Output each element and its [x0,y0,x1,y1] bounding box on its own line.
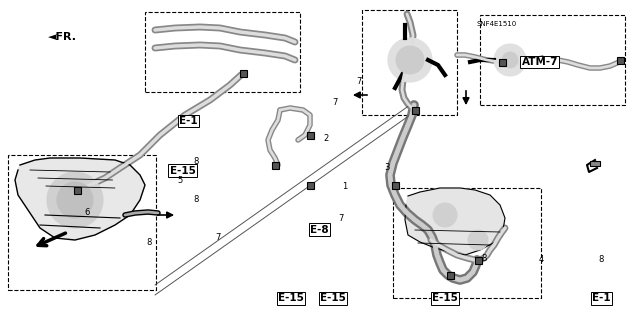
Circle shape [57,182,93,218]
Text: E-1: E-1 [592,293,611,303]
Polygon shape [405,188,505,255]
Polygon shape [15,158,145,240]
Text: 4: 4 [538,256,543,264]
Text: 8: 8 [598,256,604,264]
Bar [271,161,278,168]
Text: 7: 7 [339,214,344,223]
Text: 7: 7 [216,233,221,242]
Text: 7: 7 [332,98,337,107]
Text: 8: 8 [193,157,198,166]
Text: ATM-7: ATM-7 [522,57,558,67]
Bar [307,182,314,189]
Text: 8: 8 [481,254,486,263]
Bar [480,15,625,105]
Text: 8: 8 [193,195,198,204]
Bar [474,256,481,263]
Circle shape [433,203,457,227]
Text: SNF4E1510: SNF4E1510 [477,21,517,27]
Bar [362,10,457,115]
Circle shape [388,38,432,82]
Bar [499,58,506,65]
Bar [447,271,454,278]
Text: 2: 2 [323,134,328,143]
Text: 6: 6 [84,208,90,217]
Bar [74,187,81,194]
Text: E-15: E-15 [432,293,458,303]
Text: E-1: E-1 [179,116,198,126]
Bar [616,56,623,63]
Bar [392,182,399,189]
Circle shape [502,52,518,68]
Circle shape [396,46,424,74]
Bar [590,161,600,166]
Text: ◄FR.: ◄FR. [48,32,77,42]
Bar [412,107,419,114]
Bar [239,70,246,77]
Text: E-15: E-15 [278,293,304,303]
Text: 5: 5 [177,176,182,185]
Bar [8,155,156,290]
Circle shape [494,44,526,76]
Bar [145,12,300,92]
Text: 7: 7 [356,77,362,86]
Text: 1: 1 [342,182,348,191]
Text: E-8: E-8 [310,225,329,235]
Text: 3: 3 [384,163,389,172]
Circle shape [468,230,488,250]
Text: E-15: E-15 [170,166,195,176]
Bar [307,131,314,138]
Bar [393,188,541,298]
Circle shape [47,172,103,228]
Text: 8: 8 [147,238,152,247]
Text: E-15: E-15 [320,293,346,303]
